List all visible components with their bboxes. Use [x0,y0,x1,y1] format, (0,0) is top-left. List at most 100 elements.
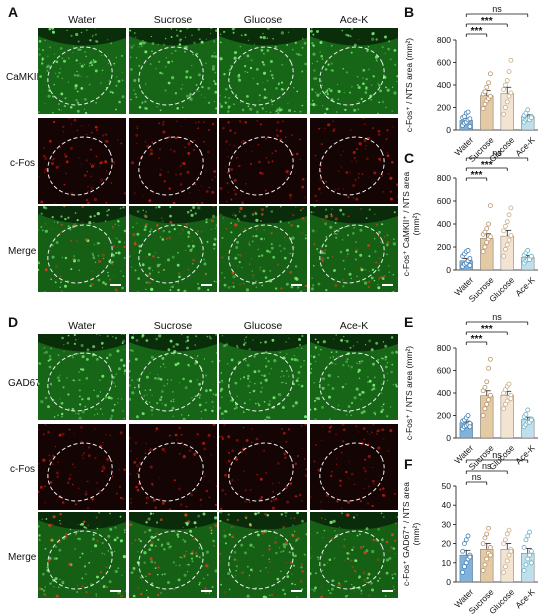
micrograph-merge-top-water [38,206,126,292]
data-point [501,253,507,259]
data-point [487,552,493,558]
data-point [480,413,486,418]
significance-label: *** [481,324,493,335]
data-point [465,109,471,115]
y-tick-label: 200 [437,411,451,421]
significance-label: ns [492,148,502,158]
y-axis-label-units: (mm²) [411,523,421,546]
significance-label: *** [481,160,493,171]
row-label-cfos-top: c-Fos [10,158,35,169]
row-label-camkii: CaMKII [6,72,40,83]
panel-letter-f: F [404,456,413,472]
data-point [521,568,527,573]
micrograph-merge-bottom-glucose [219,512,307,598]
data-point [503,246,508,252]
y-tick-label: 0 [446,125,451,135]
data-point [467,124,473,130]
data-point [506,381,512,387]
data-point [484,531,490,537]
data-point [487,71,493,77]
micrograph-camkii-sucrose [129,28,217,114]
y-tick-label: 400 [437,80,451,90]
data-point [528,115,534,121]
data-point [465,248,471,253]
data-point [506,212,512,218]
data-point [503,537,508,543]
data-point [467,256,473,261]
data-point [523,562,529,568]
y-tick-label: 600 [437,196,451,206]
row-label-gad67: GAD67 [8,378,41,389]
y-tick-label: 0 [446,265,451,275]
column-header-acek-top: Ace-K [339,14,369,26]
data-point [484,226,490,231]
data-point [508,205,514,211]
data-point [508,396,514,402]
data-point [528,253,534,259]
y-tick-label: 0 [446,577,451,587]
data-point [504,242,510,248]
micrograph-cfos-top-sucrose [129,118,217,204]
y-axis-label: c-Fos⁺ / NTS area (mm²) [404,38,414,132]
data-point [504,558,510,564]
micrograph-merge-top-sucrose [129,206,217,292]
y-axis-label: c-Fos⁺ GAD67⁺ / NTS area [401,482,411,586]
y-tick-label: 30 [442,519,452,529]
significance-label: *** [481,16,493,27]
row-label-cfos-bottom: c-Fos [10,464,35,475]
data-point [508,57,514,63]
significance-label: ns [492,4,502,14]
significance-label: ns [492,312,502,322]
data-point [487,356,493,362]
data-point [482,562,488,568]
data-point [508,233,514,238]
data-point [503,82,508,88]
data-point [508,548,514,554]
micrograph-gad67-sucrose [129,334,217,420]
micrograph-cfos-top-water [38,118,126,204]
data-point [487,545,493,550]
data-point [504,531,510,537]
data-point [467,554,473,560]
panel-letter-c: C [404,150,415,166]
micrograph-merge-top-acek [310,206,398,292]
data-point [487,203,493,208]
micrograph-merge-top-glucose [219,206,307,292]
y-tick-label: 200 [437,103,451,113]
significance-label: *** [471,26,483,37]
column-header-water-bottom: Water [68,320,96,332]
data-point [503,105,508,110]
data-point [506,527,512,533]
data-point [525,248,531,253]
micrograph-cfos-top-glucose [219,118,307,204]
data-point [523,537,529,543]
data-point [482,89,488,95]
data-point [480,568,486,573]
data-point [486,365,491,371]
data-point [482,244,488,250]
panel-letter-e: E [404,314,414,330]
data-point [528,548,534,554]
data-point [521,545,527,550]
micrograph-camkii-glucose [219,28,307,114]
panel-letter-a: A [8,4,19,20]
data-point [484,84,490,90]
micrograph-gad67-water [38,334,126,420]
column-header-glucose-bottom: Glucose [243,320,283,332]
column-header-acek-bottom: Ace-K [339,320,369,332]
data-point [506,552,512,558]
data-point [482,406,488,412]
significance-label: ns [472,472,482,482]
data-point [462,541,467,546]
micrograph-camkii-acek [310,28,398,114]
data-point [467,424,473,430]
y-tick-label: 0 [446,433,451,443]
data-point [484,379,490,385]
data-point [528,417,534,423]
data-point [484,556,490,562]
data-point [486,221,491,227]
y-axis-label-units: (mm²) [411,213,421,236]
column-header-glucose-top: Glucose [243,14,283,26]
